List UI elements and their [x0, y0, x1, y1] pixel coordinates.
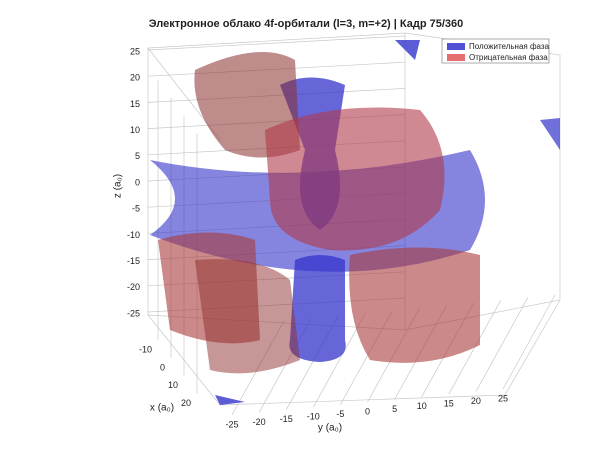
z-tick-label: 25	[130, 46, 140, 56]
legend-swatch	[447, 43, 465, 50]
z-tick-label: -15	[127, 256, 140, 266]
y-tick-label: -15	[280, 414, 293, 424]
positive-corner	[395, 40, 420, 60]
y-tick-label: 25	[498, 393, 508, 403]
y-tick-label: 10	[417, 401, 427, 411]
y-tick-label: -10	[307, 412, 320, 422]
legend-swatch	[447, 54, 465, 61]
negative-lobe	[265, 107, 445, 251]
z-axis-label: z (a₀)	[113, 174, 124, 198]
y-tick-label: -5	[336, 409, 344, 419]
y-tick-label: 15	[444, 399, 454, 409]
z-tick-label: -20	[127, 282, 140, 292]
isosurfaces	[150, 40, 560, 405]
x-tick-label: 20	[181, 398, 191, 408]
z-tick-label: -5	[132, 204, 140, 214]
y-tick-label: -25	[225, 419, 238, 429]
z-tick-label: 15	[130, 99, 140, 109]
y-tick-label: 5	[392, 404, 397, 414]
grid-line	[147, 35, 406, 51]
positive-corner	[215, 395, 245, 405]
x-tick-label: -10	[139, 345, 152, 355]
z-tick-label: 20	[130, 73, 140, 83]
x-axis-label: x (a₀)	[150, 403, 174, 414]
x-tick-label: 10	[168, 380, 178, 390]
positive-lobe	[289, 255, 346, 362]
z-tick-label: 10	[130, 125, 140, 135]
legend-label: Отрицательная фаза	[469, 53, 548, 62]
negative-lobe	[349, 247, 480, 363]
z-tick-label: 5	[135, 151, 140, 161]
grid-line	[502, 294, 556, 390]
chart-title: Электронное облако 4f-орбитали (l=3, m=+…	[149, 18, 464, 30]
y-tick-label: -20	[253, 417, 266, 427]
z-tick-label: -25	[127, 308, 140, 318]
y-tick-label: 20	[471, 396, 481, 406]
y-axis-label: y (a₀)	[318, 423, 342, 434]
legend: Положительная фаза Отрицательная фаза	[441, 38, 550, 64]
grid-line	[475, 297, 529, 392]
z-tick-label: -10	[127, 230, 140, 240]
y-tick-label: 0	[365, 406, 370, 416]
positive-corner	[540, 118, 560, 150]
z-tick-label: 0	[135, 177, 140, 187]
negative-lobe	[195, 259, 300, 374]
legend-label: Положительная фаза	[469, 42, 550, 51]
x-tick-label: 0	[160, 362, 165, 372]
